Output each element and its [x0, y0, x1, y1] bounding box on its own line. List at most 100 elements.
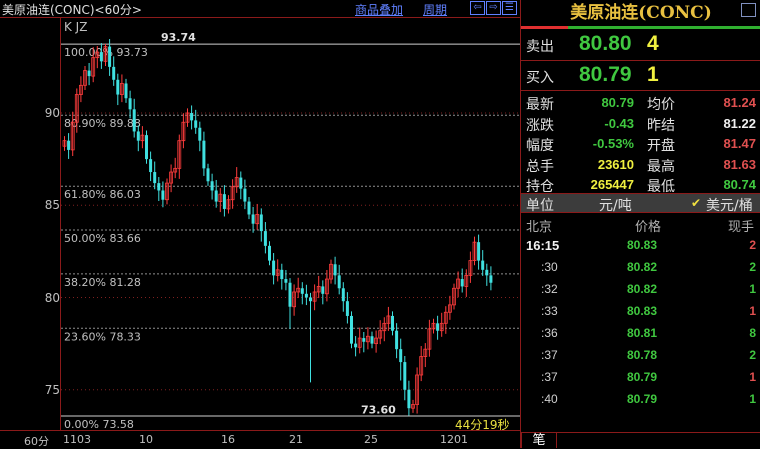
stat-label: 最新 [526, 97, 554, 113]
y-tick-label: 85 [44, 198, 60, 213]
fib-label: 50.00% 83.66 [64, 232, 141, 245]
candle-body [321, 286, 325, 294]
candle-body [382, 322, 387, 332]
candle-body [70, 121, 75, 151]
candle-body [329, 263, 333, 280]
candle-body [206, 168, 210, 182]
stat-label: 最低 [647, 179, 675, 195]
candle-body [275, 269, 280, 276]
layout-icon[interactable]: ☰ [502, 1, 517, 15]
candle-body [268, 245, 271, 261]
maximize-icon[interactable] [741, 3, 756, 17]
candle-body [230, 186, 235, 201]
candle-body [464, 274, 469, 287]
period-link[interactable]: 周期 [423, 3, 448, 17]
candle-body [272, 260, 276, 276]
low-label: 73.60 [361, 404, 396, 417]
fib-label: 80.90% 89.88 [64, 117, 141, 130]
stat-value: 23610 [597, 156, 634, 172]
candle-body [300, 288, 304, 294]
candle-body [485, 269, 489, 276]
stat-value: 81.47 [723, 136, 756, 151]
candle-body [263, 231, 267, 246]
fib-label: 38.20% 81.28 [64, 276, 141, 289]
candle-body [489, 275, 493, 283]
candle-body [378, 330, 383, 339]
indicator-label: K JZ [64, 20, 88, 34]
arrow-left-icon[interactable]: ⇦ [470, 1, 485, 15]
candle-body [62, 140, 67, 147]
candle-body [443, 311, 448, 324]
candle-body [284, 279, 288, 283]
tick-row: :40 80.79 1 [521, 392, 760, 412]
candle-body [472, 241, 477, 261]
candle-body [312, 291, 317, 302]
x-tick-label: 10 [139, 433, 153, 446]
arrow-right-icon[interactable]: ⇨ [486, 1, 501, 15]
x-tick-label: 25 [364, 433, 378, 446]
candle-body [259, 214, 263, 232]
tick-row: :37 80.79 1 [521, 370, 760, 390]
divider [521, 90, 760, 91]
tick-time: :36 [541, 326, 558, 340]
candle-body [116, 79, 120, 95]
candle-body [132, 109, 136, 132]
candle-body [255, 214, 260, 225]
candle-body [218, 193, 223, 202]
tick-volume: 1 [749, 370, 756, 384]
candle-body [357, 337, 362, 348]
candle-body [99, 52, 103, 62]
candle-body [452, 287, 456, 306]
stat-value: -0.53% [592, 136, 634, 151]
tab-trades[interactable]: 笔 [521, 432, 557, 448]
candle-body [190, 113, 194, 121]
stat-value: 81.24 [723, 95, 756, 110]
candle-body [391, 315, 394, 331]
candle-body [87, 70, 91, 77]
tick-time: :30 [541, 260, 558, 274]
ask-volume: 4 [647, 32, 659, 55]
candle-body [157, 183, 161, 191]
candle-body [374, 337, 379, 345]
candle-body [214, 190, 218, 202]
tick-volume: 2 [749, 238, 756, 252]
x-tick-label: 21 [289, 433, 303, 446]
candle-body [112, 66, 116, 80]
candle-body [153, 172, 157, 184]
y-tick-label: 90 [44, 106, 60, 120]
candle-body [296, 287, 301, 293]
candle-body [460, 279, 464, 287]
tick-time: :40 [541, 392, 558, 406]
col-time: 北京 [526, 220, 553, 235]
y-tick-label: 75 [44, 382, 60, 397]
candle-body [67, 140, 71, 150]
candle-body [350, 315, 353, 344]
candle-body [74, 94, 79, 123]
tick-volume: 1 [749, 304, 756, 318]
candle-body [239, 177, 243, 189]
candle-body [481, 260, 485, 270]
unit-label: 单位 [526, 198, 554, 214]
candle-body [288, 282, 292, 307]
stat-label: 幅度 [526, 138, 554, 154]
overlay-link[interactable]: 商品叠加 [355, 3, 404, 17]
candle-body [194, 120, 198, 128]
tick-price: 80.79 [627, 392, 658, 406]
fib-label: 23.60% 78.33 [64, 330, 141, 343]
unit-option-usd-barrel[interactable]: 美元/桶 [706, 198, 753, 214]
tick-price: 80.81 [627, 326, 658, 340]
candle-body [136, 131, 140, 141]
tick-volume: 2 [749, 348, 756, 362]
candle-body [222, 194, 226, 209]
tick-time: :37 [541, 370, 558, 384]
y-tick-label: 80 [44, 290, 60, 305]
stat-label: 总手 [526, 158, 554, 175]
candle-body [181, 121, 186, 142]
stat-value: 81.22 [723, 115, 756, 131]
unit-option-yuan-ton[interactable]: 元/吨 [599, 198, 632, 214]
stat-label: 开盘 [647, 138, 675, 154]
candle-body [477, 242, 481, 261]
price-axis: 90 85 80 75 [0, 18, 61, 430]
candle-body [316, 286, 321, 293]
